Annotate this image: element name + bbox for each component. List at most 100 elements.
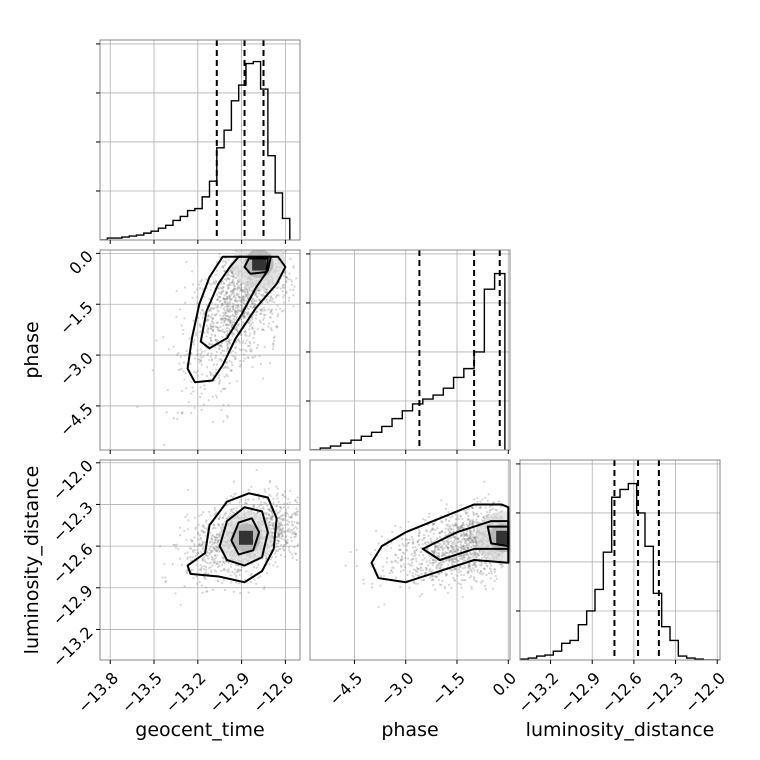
scatter-point [243,357,246,360]
scatter-point [223,277,226,281]
scatter-point [412,575,415,578]
scatter-point [232,291,235,294]
scatter-point [462,538,466,541]
scatter-point [251,316,254,319]
scatter-point [473,569,476,572]
scatter-point [218,256,222,259]
scatter-point [207,567,211,570]
scatter-point [255,310,258,314]
scatter-point [215,281,218,284]
scatter-point [194,357,197,360]
scatter-point [451,552,454,555]
scatter-point [234,299,237,302]
scatter-point [410,535,413,539]
scatter-point [276,315,279,318]
scatter-point [483,561,486,564]
scatter-point [286,530,290,533]
scatter-point [264,291,267,294]
scatter-point [228,382,231,385]
x-axis-label-luminosity-distance: luminosity_distance [526,719,715,741]
scatter-point [234,574,238,577]
scatter-point [285,541,288,544]
scatter-point [456,515,459,518]
scatter-point [438,531,441,535]
scatter-point [276,325,279,328]
scatter-point [430,528,433,532]
y-tick-label: −3.0 [56,348,97,389]
scatter-point [445,545,448,548]
scatter-point [231,290,234,293]
scatter-point [431,522,435,526]
scatter-point [431,550,434,553]
scatter-point [452,525,456,528]
scatter-point [427,515,430,519]
scatter-point [242,353,245,356]
scatter-point [442,553,445,556]
scatter-point [408,586,411,589]
scatter-point [457,538,460,541]
scatter-point [209,531,212,535]
scatter-point [215,350,218,354]
scatter-point [355,549,358,552]
scatter-point [229,338,233,341]
scatter-point [490,508,493,511]
scatter-point [216,328,220,332]
scatter-point [232,305,235,308]
scatter-point [467,553,470,557]
scatter-point [280,537,283,540]
scatter-point [224,366,227,369]
scatter-point [198,544,202,547]
scatter-point [244,342,247,345]
scatter-point [349,550,352,554]
scatter-point [252,505,256,508]
scatter-point [225,261,228,265]
scatter-point [204,554,207,557]
scatter-point [456,548,459,551]
scatter-point [459,570,463,573]
scatter-point [277,294,280,297]
scatter-point [209,339,213,342]
scatter-point [264,309,267,312]
scatter-point [247,591,250,594]
scatter-point [205,590,208,593]
scatter-point [210,550,213,553]
scatter-point [224,314,227,317]
scatter-point [257,298,260,301]
scatter-point [469,541,472,544]
scatter-point [295,511,299,514]
scatter-point [210,359,214,362]
scatter-point [221,290,224,293]
scatter-point [205,366,209,369]
scatter-point [446,546,449,549]
scatter-point [466,545,469,548]
scatter-point [453,542,456,545]
scatter-point [473,537,477,541]
scatter-point [438,555,441,558]
scatter-point [480,553,483,556]
scatter-point [213,561,216,564]
scatter-point [208,548,211,551]
scatter-point [240,349,243,352]
scatter-point [452,551,455,554]
scatter-point [293,532,296,536]
scatter-point [282,274,286,277]
scatter-point [227,403,230,406]
scatter-point [446,546,449,549]
scatter-point [222,354,225,357]
scatter-point [219,329,222,333]
scatter-point [177,548,180,551]
scatter-point [377,542,380,545]
scatter-point [201,559,204,562]
plot-area [344,480,510,609]
scatter-point [270,516,273,519]
scatter-point [272,524,275,527]
scatter-point [432,522,436,525]
scatter-point [438,567,442,570]
scatter-point [472,537,475,540]
scatter-point [218,565,221,568]
scatter-point [222,420,225,423]
scatter-point [421,558,424,562]
scatter-point [248,294,251,297]
scatter-point [229,351,232,354]
scatter-point [422,533,426,537]
